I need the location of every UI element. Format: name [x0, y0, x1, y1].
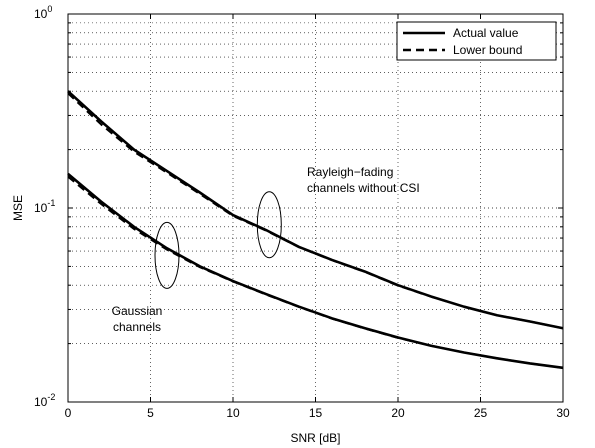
x-tick-label: 15: [309, 406, 323, 420]
x-axis-label: SNR [dB]: [290, 431, 340, 445]
annotation-ellipse-gaussian: [154, 221, 180, 289]
x-tick-label: 30: [556, 406, 570, 420]
y-tick-label: 100: [34, 4, 52, 21]
legend-box: [396, 21, 557, 61]
series-line-gaussian-lower-bound: [67, 175, 564, 369]
x-tick-label: 25: [474, 406, 488, 420]
axis-ticks: 0 5 10 15 20 25 30 10-2 10-1 100: [34, 4, 570, 420]
annotations: Rayleigh−fading channels without CSI Gauss…: [112, 165, 420, 334]
y-axis-label: MSE: [11, 195, 25, 221]
annotation-rayleigh-label: channels without CSI: [307, 181, 420, 195]
series-line-rayleigh-lower-bound: [67, 92, 564, 330]
legend-label: Lower bound: [453, 43, 522, 57]
x-tick-label: 20: [391, 406, 405, 420]
y-tick-label: 10-2: [34, 392, 55, 409]
legend: Actual value Lower bound: [396, 21, 557, 61]
annotation-gaussian-label: channels: [113, 320, 161, 334]
annotation-ellipse-rayleigh: [256, 191, 282, 259]
legend-label: Actual value: [453, 26, 519, 40]
x-tick-label: 0: [65, 406, 72, 420]
x-tick-label: 5: [147, 406, 154, 420]
x-tick-label: 10: [226, 406, 240, 420]
annotation-rayleigh-label: Rayleigh−fading: [307, 165, 393, 179]
y-tick-label: 10-1: [34, 198, 55, 215]
series-lines: [67, 90, 564, 370]
annotation-gaussian-label: Gaussian: [112, 304, 163, 318]
grid: [67, 13, 564, 403]
